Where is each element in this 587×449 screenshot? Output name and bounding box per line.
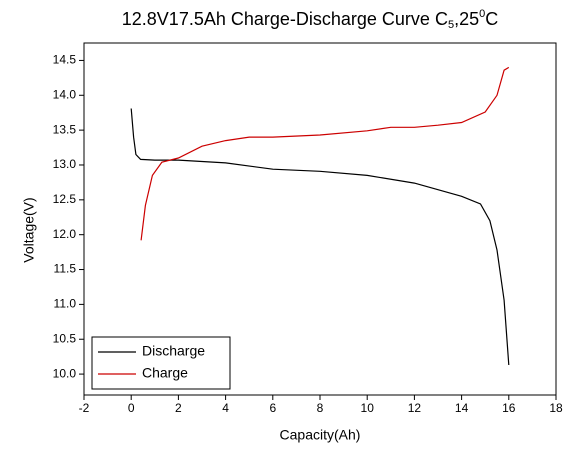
- legend-label: Charge: [142, 365, 188, 381]
- x-tick-label: 0: [128, 401, 135, 415]
- y-tick-label: 12.5: [53, 192, 77, 206]
- x-tick-label: 16: [502, 401, 516, 415]
- y-tick-label: 14.0: [53, 87, 77, 101]
- data-line: [130, 108, 510, 366]
- data-line: [140, 66, 510, 241]
- y-tick-label: 11.5: [54, 262, 77, 276]
- chart-title: 12.8V17.5Ah Charge-Discharge Curve C5,25…: [122, 8, 498, 31]
- legend-label: Discharge: [142, 343, 205, 359]
- y-tick-label: 13.5: [53, 122, 77, 136]
- y-tick-label: 11.0: [54, 297, 77, 311]
- x-tick-label: 8: [317, 401, 324, 415]
- y-tick-label: 10.0: [53, 366, 77, 380]
- y-tick-label: 12.0: [53, 227, 77, 241]
- y-tick-label: 14.5: [53, 53, 77, 67]
- legend-box: [91, 336, 231, 390]
- x-tick-label: 18: [549, 401, 563, 415]
- x-tick-label: 14: [455, 401, 469, 415]
- y-tick-label: 10.5: [53, 331, 77, 345]
- y-tick-label: 13.0: [53, 157, 77, 171]
- x-tick-label: 12: [408, 401, 422, 415]
- x-tick-label: 10: [361, 401, 375, 415]
- x-tick-label: 6: [269, 401, 276, 415]
- x-tick-label: 2: [175, 401, 182, 415]
- x-tick-label: 4: [222, 401, 229, 415]
- y-axis-label: Voltage(V): [21, 197, 37, 262]
- x-axis-label: Capacity(Ah): [280, 427, 361, 443]
- x-tick-label: -2: [79, 401, 90, 415]
